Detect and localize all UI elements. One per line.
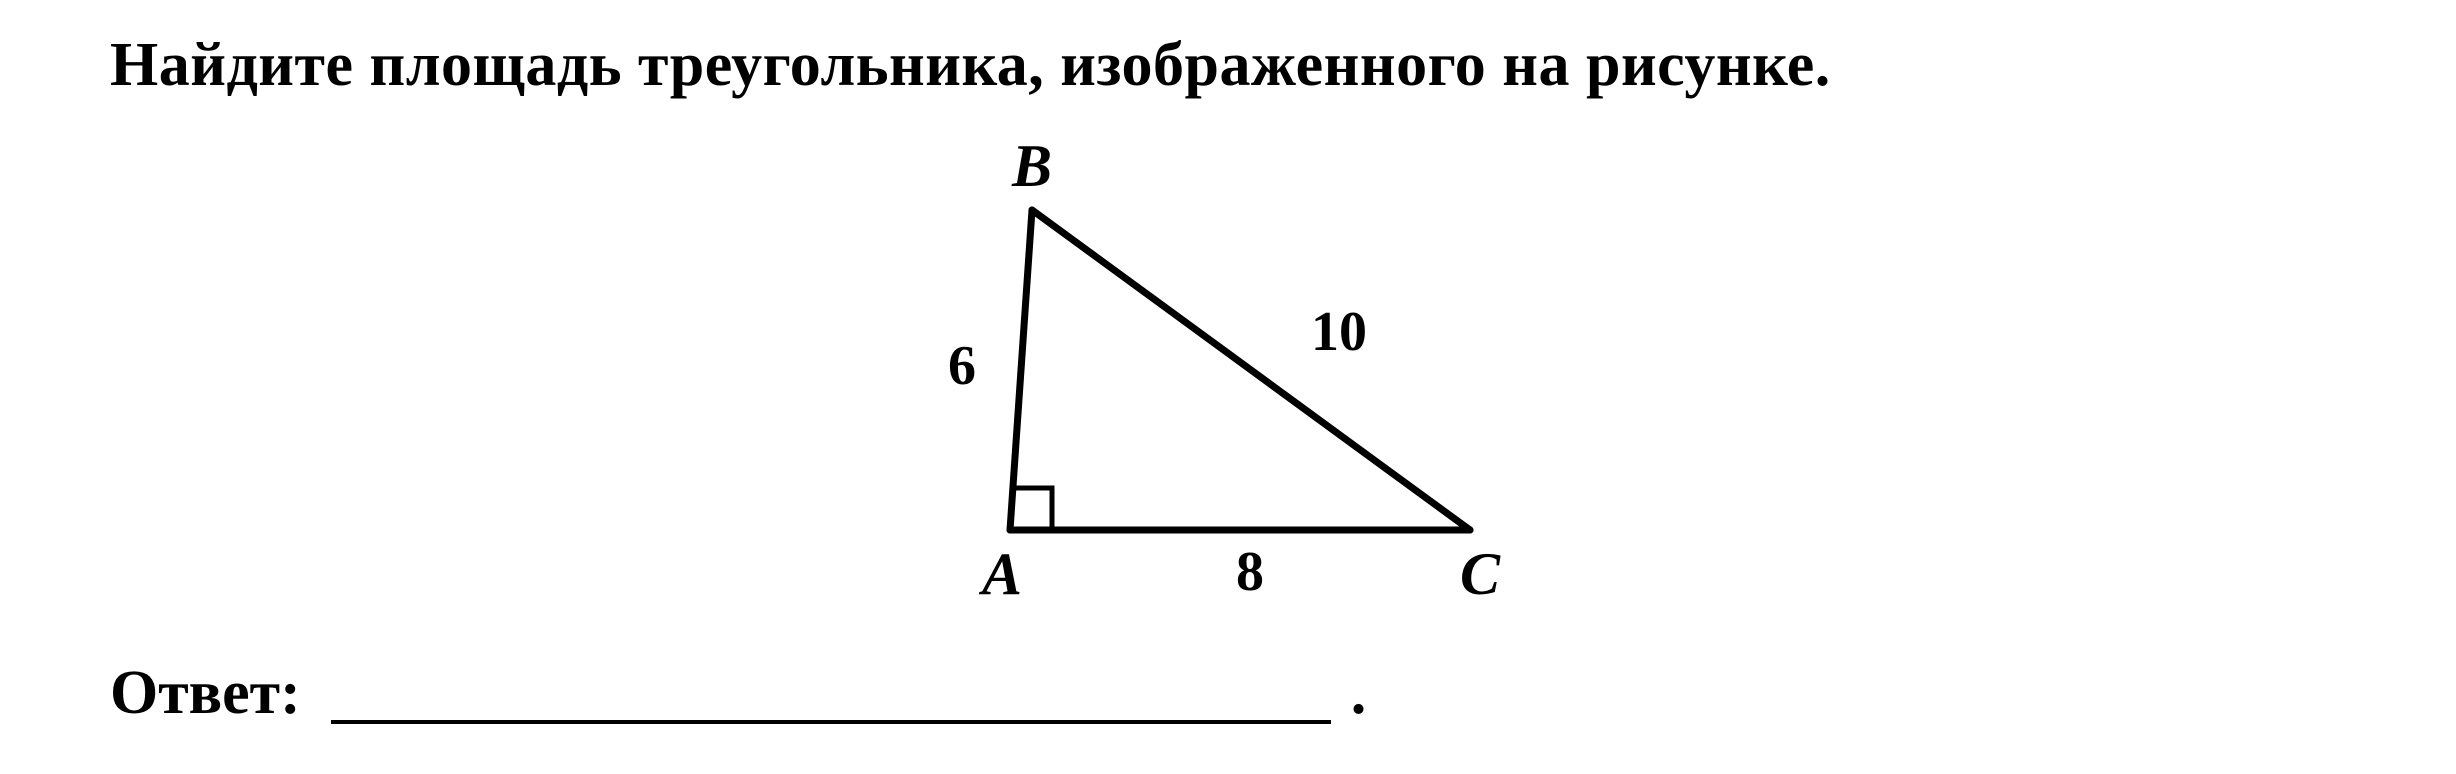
vertex-label-b: B — [1012, 132, 1052, 201]
triangle-figure: B A C 6 8 10 — [870, 130, 1590, 590]
side-label-ac: 8 — [1236, 540, 1264, 604]
side-label-bc: 10 — [1311, 300, 1367, 364]
question-text: Найдите площадь треугольника, изображенн… — [110, 30, 1831, 101]
worksheet-page: Найдите площадь треугольника, изображенн… — [0, 0, 2456, 774]
answer-terminator: . — [1351, 662, 1367, 730]
vertex-label-c: C — [1460, 540, 1500, 609]
answer-blank-line[interactable] — [331, 720, 1331, 724]
triangle-svg — [870, 130, 1590, 590]
answer-row: Ответ: . — [110, 640, 1366, 730]
answer-label: Ответ: — [110, 662, 301, 730]
vertex-label-a: A — [982, 540, 1022, 609]
side-label-ab: 6 — [948, 334, 976, 398]
